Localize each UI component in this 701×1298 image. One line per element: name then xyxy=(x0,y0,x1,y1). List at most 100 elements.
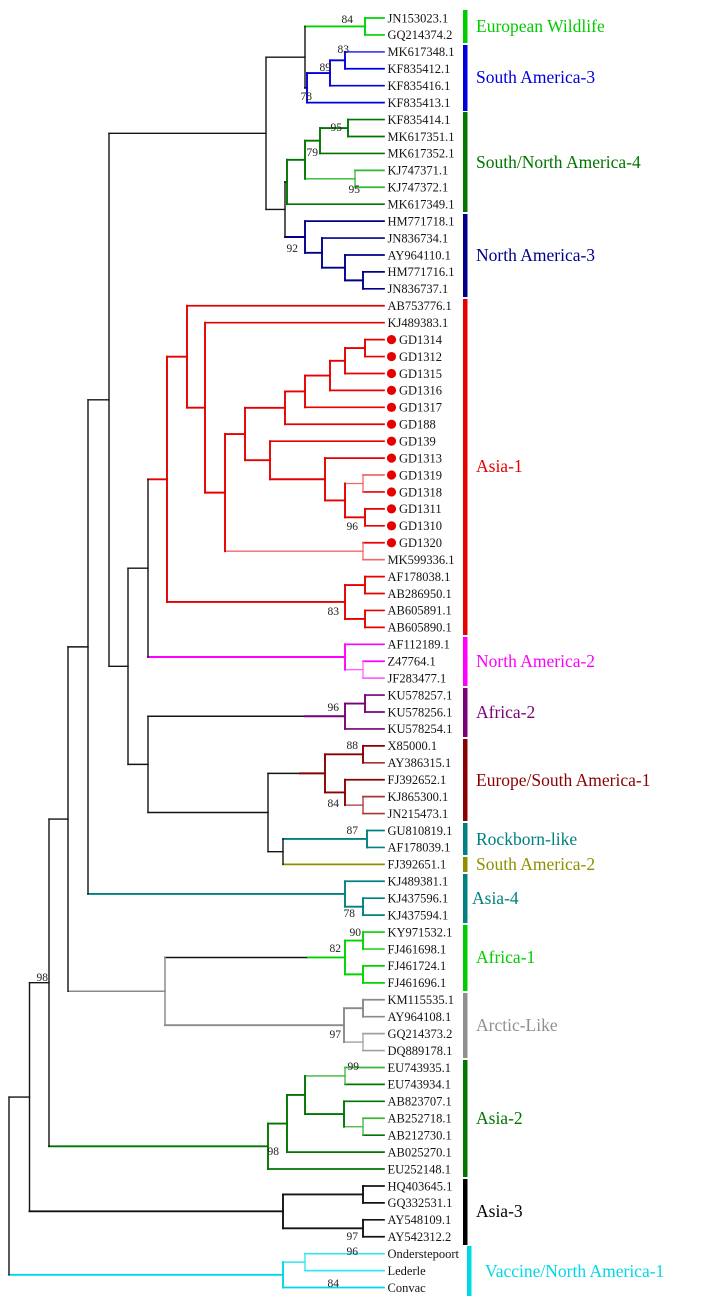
clade-label: Vaccine/North America-1 xyxy=(485,1261,664,1281)
clade-bar xyxy=(463,823,468,855)
bootstrap-value: 98 xyxy=(37,972,49,984)
taxon-label: KF835413.1 xyxy=(388,96,451,110)
strain-marker-dot xyxy=(386,436,397,446)
taxon-label: KF835412.1 xyxy=(388,62,451,76)
taxon-label: MK617351.1 xyxy=(388,130,455,144)
clade-label: Africa-2 xyxy=(476,702,535,722)
taxon-label: MK617348.1 xyxy=(388,45,455,59)
bootstrap-value: 82 xyxy=(330,943,342,955)
bootstrap-value: 97 xyxy=(330,1029,342,1041)
taxon-label: KJ437596.1 xyxy=(388,892,449,906)
clade-bar xyxy=(463,993,468,1058)
strain-marker-dot xyxy=(386,504,397,514)
taxon-label: AY964110.1 xyxy=(388,248,451,262)
taxon-label: EU252148.1 xyxy=(388,1162,452,1176)
taxon-label: GD1312 xyxy=(399,350,442,364)
clade-bar xyxy=(463,857,468,872)
taxon-label: Lederle xyxy=(388,1264,427,1278)
clade-bar xyxy=(467,1246,472,1296)
taxon-label: FJ392652.1 xyxy=(388,773,447,787)
taxon-label: KU578257.1 xyxy=(388,688,453,702)
taxon-label: GD1319 xyxy=(399,468,442,482)
taxon-label: KJ437594.1 xyxy=(388,908,449,922)
taxon-label: HM771716.1 xyxy=(388,265,455,279)
strain-marker-dot xyxy=(386,521,397,531)
bootstrap-value: 95 xyxy=(349,184,361,196)
taxon-label: AB212730.1 xyxy=(388,1128,452,1142)
clade-label: South America-3 xyxy=(476,67,595,87)
taxon-label: KU578254.1 xyxy=(388,722,453,736)
taxon-label: JN836734.1 xyxy=(388,231,449,245)
bootstrap-value: 84 xyxy=(328,798,340,810)
taxon-label: Convac xyxy=(388,1281,427,1295)
taxon-label: KF835414.1 xyxy=(388,113,451,127)
clade-label: Africa-1 xyxy=(476,947,535,967)
strain-marker-dot xyxy=(386,470,397,480)
taxon-label: AF178038.1 xyxy=(388,570,451,584)
taxon-label: Onderstepoort xyxy=(388,1247,460,1261)
bootstrap-value: 87 xyxy=(347,825,359,837)
strain-marker-dot xyxy=(386,385,397,395)
clade-label: North America-2 xyxy=(476,651,595,671)
clade-label: North America-3 xyxy=(476,245,595,265)
strain-marker-dot xyxy=(386,419,397,429)
clade-label: Europe/South America-1 xyxy=(476,770,650,790)
taxon-label: FJ392651.1 xyxy=(388,858,447,872)
taxon-label: KJ747372.1 xyxy=(388,181,449,195)
taxon-label: KY971532.1 xyxy=(388,925,453,939)
taxon-label: AY964108.1 xyxy=(388,1010,452,1024)
taxon-label: JF283477.1 xyxy=(388,671,447,685)
taxon-label: X85000.1 xyxy=(388,739,438,753)
taxon-label: AY548109.1 xyxy=(388,1213,452,1227)
clade-bar xyxy=(463,45,468,111)
clade-label: Asia-3 xyxy=(476,1201,523,1221)
taxon-label: GQ332531.1 xyxy=(388,1196,453,1210)
taxon-label: GD1316 xyxy=(399,384,442,398)
bootstrap-value: 90 xyxy=(350,927,362,939)
taxon-label: KM115535.1 xyxy=(388,993,455,1007)
taxon-label: AF112189.1 xyxy=(388,638,450,652)
clade-label: Rockborn-like xyxy=(476,829,577,849)
taxon-label: AB252718.1 xyxy=(388,1112,452,1126)
bootstrap-value: 97 xyxy=(347,1231,359,1243)
taxon-label: AB605890.1 xyxy=(388,621,452,635)
taxon-label: MK617352.1 xyxy=(388,147,455,161)
taxon-label: GD1311 xyxy=(399,502,442,516)
clade-label: Asia-2 xyxy=(476,1108,523,1128)
taxon-label: GD188 xyxy=(399,418,436,432)
bootstrap-value: 99 xyxy=(348,1061,360,1073)
taxon-label: KJ747371.1 xyxy=(388,164,449,178)
clade-bar xyxy=(463,874,468,923)
taxon-label: Z47764.1 xyxy=(388,655,436,669)
taxon-label: MK599336.1 xyxy=(388,553,455,567)
bootstrap-value: 89 xyxy=(320,62,332,74)
clade-label: South America-2 xyxy=(476,854,595,874)
strain-marker-dot xyxy=(386,453,397,463)
bootstrap-value: 96 xyxy=(347,1246,359,1258)
taxon-label: HQ403645.1 xyxy=(388,1179,453,1193)
clade-bar xyxy=(463,10,468,43)
clade-label: Arctic-Like xyxy=(476,1015,558,1035)
bootstrap-value: 96 xyxy=(347,521,359,533)
taxon-label: GD1317 xyxy=(399,401,442,415)
strain-marker-dot xyxy=(386,538,397,548)
taxon-label: AF178039.1 xyxy=(388,841,451,855)
taxon-label: GQ214373.2 xyxy=(388,1027,453,1041)
taxon-label: KJ489383.1 xyxy=(388,316,449,330)
clade-label: South/North America-4 xyxy=(476,152,641,172)
taxon-label: FJ461724.1 xyxy=(388,959,447,973)
clade-bar xyxy=(463,112,468,212)
bootstrap-value: 79 xyxy=(307,147,319,159)
strain-marker-dot xyxy=(386,351,397,362)
bootstrap-value: 83 xyxy=(328,606,340,618)
clade-label: European Wildlife xyxy=(476,16,605,36)
taxon-label: AB753776.1 xyxy=(388,299,452,313)
taxon-label: EU743934.1 xyxy=(388,1078,452,1092)
taxon-label: AB823707.1 xyxy=(388,1095,452,1109)
bootstrap-value: 78 xyxy=(344,908,356,920)
bootstrap-value: 84 xyxy=(328,1278,340,1290)
clade-bar xyxy=(463,299,468,635)
taxon-label: JN836737.1 xyxy=(388,282,449,296)
